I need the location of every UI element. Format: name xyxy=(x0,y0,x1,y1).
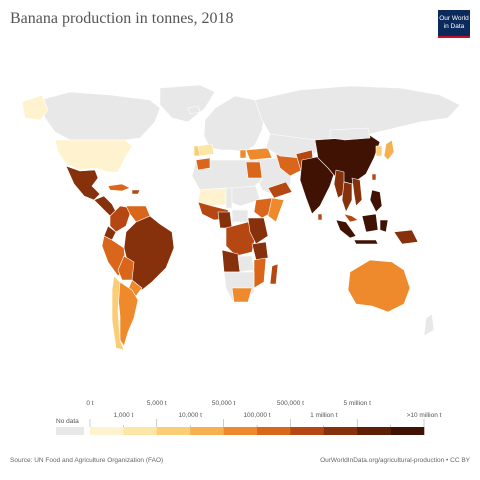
legend-no-data-label: No data xyxy=(56,418,79,425)
region-morocco[interactable] xyxy=(195,157,211,171)
region-oman-yemen[interactable] xyxy=(267,181,293,199)
region-sahel[interactable] xyxy=(197,187,233,207)
region-borneo[interactable] xyxy=(361,213,379,233)
region-tanzania[interactable] xyxy=(251,241,269,261)
region-mexico[interactable] xyxy=(65,165,101,201)
source-link[interactable]: OurWorldInData.org/agricultural-producti… xyxy=(320,457,470,464)
map-legend: No data 0 t 5,000 t 50,000 t 500,000 t 5 mil… xyxy=(56,400,442,435)
region-zambia[interactable] xyxy=(237,255,255,273)
region-philippines[interactable] xyxy=(369,189,383,213)
legend-bin-5[interactable] xyxy=(257,427,291,435)
region-somalia[interactable] xyxy=(267,197,285,223)
region-greenland[interactable] xyxy=(159,84,216,123)
legend-bin-3[interactable] xyxy=(190,427,224,435)
logo-accent-bar xyxy=(438,36,470,38)
region-car[interactable] xyxy=(231,209,249,223)
legend-lower-label-2: 100,000 t xyxy=(243,412,270,419)
region-malaysia[interactable] xyxy=(343,213,359,223)
region-south-africa[interactable] xyxy=(231,287,253,303)
region-canada[interactable] xyxy=(39,91,161,141)
region-taiwan[interactable] xyxy=(371,173,377,181)
region-thailand[interactable] xyxy=(341,181,353,213)
legend-bin-7[interactable] xyxy=(323,427,358,435)
region-australia[interactable] xyxy=(347,259,411,313)
region-spain[interactable] xyxy=(197,143,215,157)
region-sulawesi[interactable] xyxy=(379,219,389,233)
region-java[interactable] xyxy=(353,239,379,245)
legend-upper-label-2: 50,000 t xyxy=(212,400,236,407)
region-colombia[interactable] xyxy=(109,205,133,233)
region-japan[interactable] xyxy=(383,139,395,161)
legend-bin-0[interactable] xyxy=(90,427,124,435)
region-bolivia[interactable] xyxy=(117,255,135,281)
region-brazil[interactable] xyxy=(123,215,175,291)
region-madagascar[interactable] xyxy=(269,263,279,285)
legend-bin-6[interactable] xyxy=(290,427,325,435)
source-note: Source: UN Food and Agriculture Organiza… xyxy=(10,457,164,464)
region-sri-lanka[interactable] xyxy=(317,213,323,221)
legend-bin-8[interactable] xyxy=(357,427,391,435)
legend-no-data-swatch xyxy=(56,427,84,435)
logo-line-2: in Data xyxy=(443,22,465,30)
chart-title: Banana production in tonnes, 2018 xyxy=(10,10,234,27)
legend-lower-label-4: >10 million t xyxy=(407,412,442,419)
region-sumatra[interactable] xyxy=(335,219,357,239)
legend-upper-label-4: 5 million t xyxy=(343,400,371,407)
region-cameroon[interactable] xyxy=(217,211,233,229)
region-mozambique[interactable] xyxy=(253,257,267,289)
region-portugal[interactable] xyxy=(193,145,201,157)
region-korea[interactable] xyxy=(375,145,383,157)
region-myanmar[interactable] xyxy=(333,169,345,199)
region-hispaniola[interactable] xyxy=(131,189,141,195)
region-mongolia[interactable] xyxy=(329,127,371,141)
region-usa[interactable] xyxy=(54,139,133,173)
legend-lower-label-1: 10,000 t xyxy=(178,412,202,419)
region-egypt[interactable] xyxy=(245,161,263,179)
region-argentina[interactable] xyxy=(117,281,139,347)
region-iceland[interactable] xyxy=(187,105,201,115)
region-vietnam[interactable] xyxy=(351,177,363,207)
region-chad[interactable] xyxy=(225,187,233,209)
region-greece[interactable] xyxy=(239,149,247,159)
legend-upper-label-0: 0 t xyxy=(86,400,93,407)
world-map xyxy=(21,84,461,351)
region-new-zealand[interactable] xyxy=(423,313,435,337)
legend-bin-2[interactable] xyxy=(156,427,191,435)
legend-bin-1[interactable] xyxy=(123,427,158,435)
region-png[interactable] xyxy=(393,229,419,245)
region-drc[interactable] xyxy=(225,221,257,257)
region-alaska[interactable] xyxy=(21,94,49,121)
region-chile[interactable] xyxy=(111,275,125,351)
logo-line-1: Our World xyxy=(439,15,469,22)
legend-upper-label-1: 5,000 t xyxy=(147,400,167,407)
legend-bin-4[interactable] xyxy=(223,427,258,435)
region-caribbean[interactable] xyxy=(107,183,131,192)
legend-upper-label-3: 500,000 t xyxy=(277,400,304,407)
legend-lower-label-0: 1,000 t xyxy=(113,412,133,419)
legend-bin-9[interactable] xyxy=(390,427,425,435)
region-east-africa[interactable] xyxy=(247,217,269,245)
owid-logo[interactable]: Our World in Data xyxy=(438,10,470,38)
region-turkey[interactable] xyxy=(245,147,273,161)
legend-lower-label-3: 1 million t xyxy=(310,412,338,419)
region-europe[interactable] xyxy=(203,95,266,153)
